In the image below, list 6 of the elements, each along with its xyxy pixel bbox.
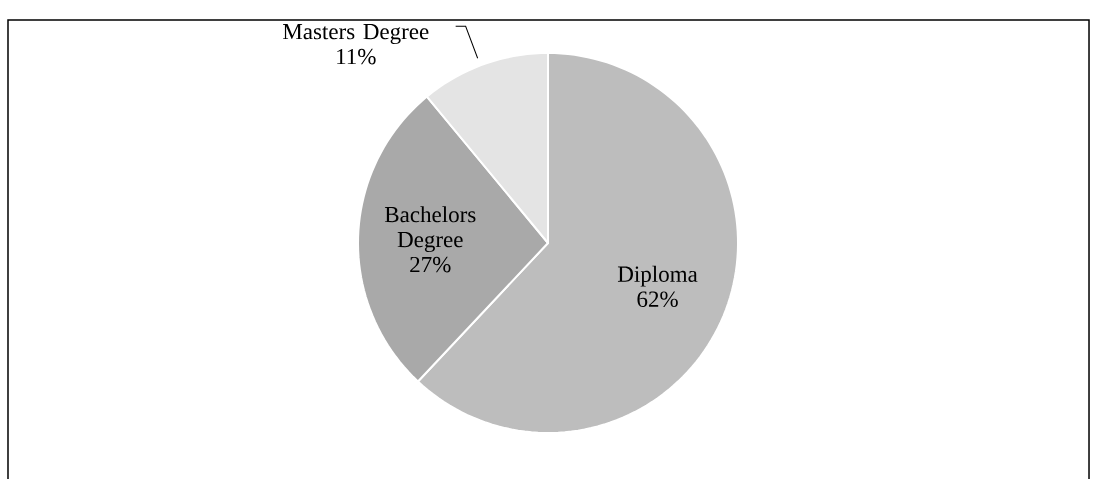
slice-label: Masters Degree — [283, 24, 429, 45]
slice-label: Diploma — [617, 265, 698, 287]
data-label: 27% — [410, 256, 451, 273]
slice-label: Bachelors Degree — [384, 206, 476, 253]
data-label: 62% — [637, 291, 678, 307]
data-label: 11% — [337, 48, 376, 65]
